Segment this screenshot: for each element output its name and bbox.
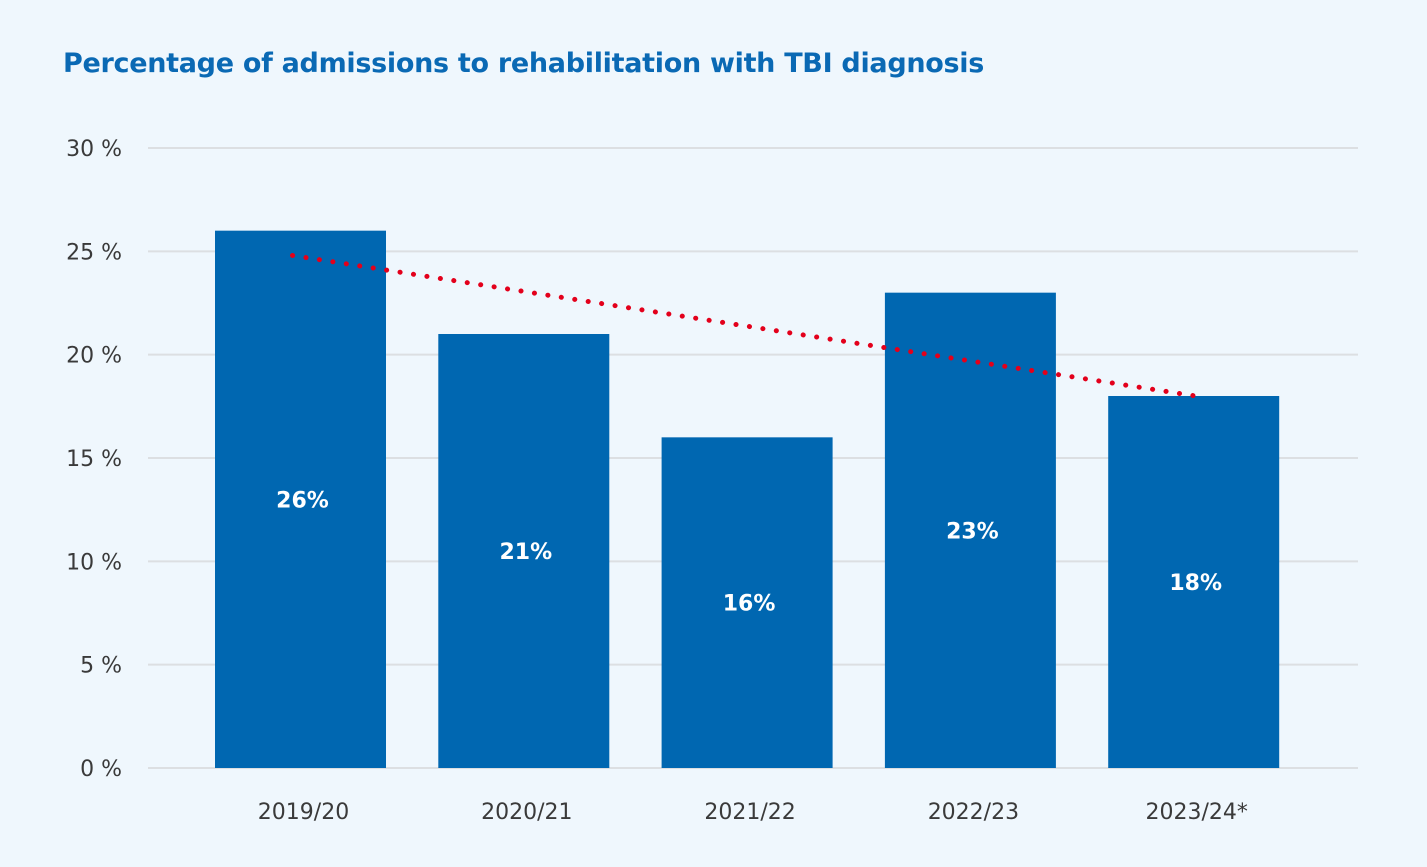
- bar: [1108, 396, 1280, 768]
- x-tick-label: 2019/20: [258, 800, 349, 825]
- data-label: 16%: [723, 592, 776, 617]
- bar: [215, 230, 386, 768]
- data-label: 23%: [946, 519, 999, 544]
- trendline: [290, 252, 1199, 399]
- y-tick-label: 0 %: [80, 757, 122, 782]
- y-tick-label: 20 %: [66, 344, 122, 369]
- y-tick-label: 25 %: [66, 240, 122, 265]
- x-tick-label: 2021/22: [704, 800, 795, 825]
- y-tick-label: 10 %: [66, 550, 122, 575]
- data-label: 21%: [499, 540, 552, 565]
- y-tick-label: 5 %: [80, 654, 122, 679]
- x-tick-label: 2023/24*: [1145, 800, 1247, 825]
- bar: [884, 292, 1056, 768]
- y-tick-label: 30 %: [66, 137, 122, 162]
- x-tick-label: 2020/21: [481, 800, 572, 825]
- x-tick-label: 2022/23: [928, 800, 1019, 825]
- bar: [438, 334, 610, 768]
- data-label: 18%: [1169, 571, 1222, 596]
- chart-title: Percentage of admissions to rehabilitati…: [63, 48, 985, 79]
- data-label: 26%: [276, 488, 329, 513]
- y-tick-label: 15 %: [66, 447, 122, 472]
- bar: [661, 437, 833, 768]
